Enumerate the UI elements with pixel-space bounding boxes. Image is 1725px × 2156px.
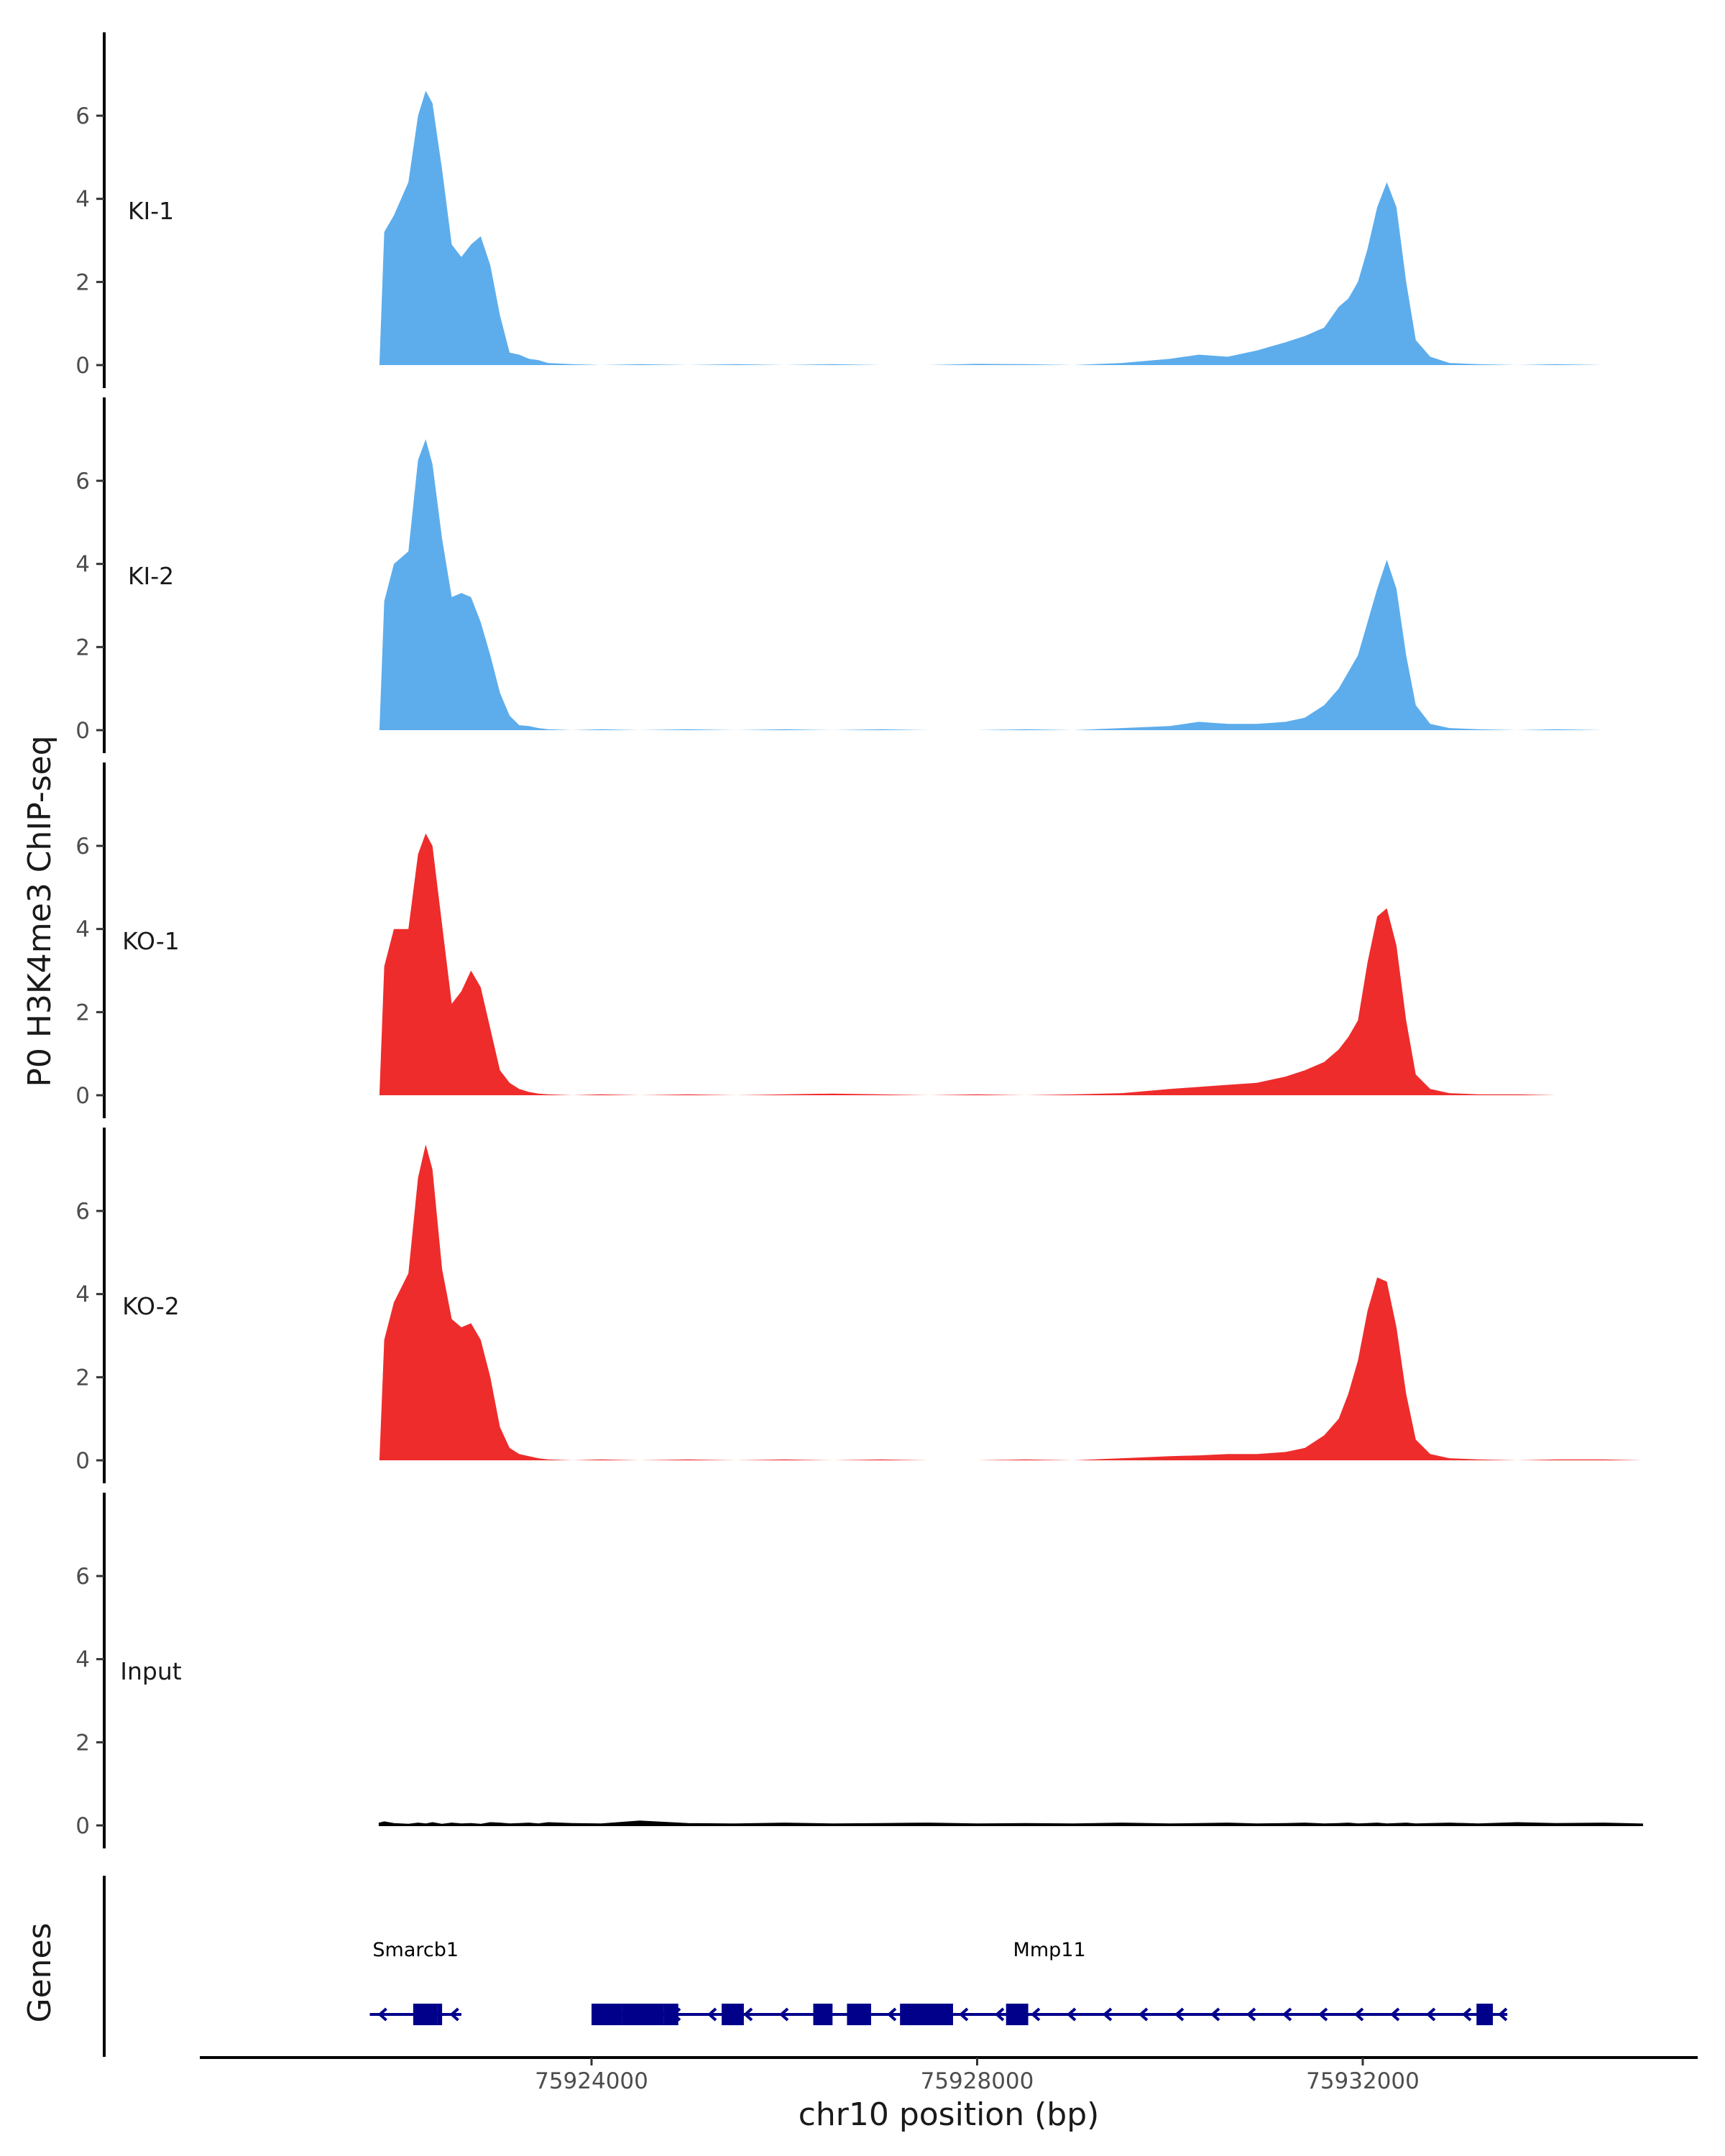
track-ko-2: 0 2 4 6 KO-2 [75, 1128, 1642, 1483]
x-tick-label: 75932000 [1306, 2068, 1420, 2094]
strand-arrow [707, 2007, 717, 2022]
x-tick-label: 75928000 [921, 2068, 1034, 2094]
track-label: Input [120, 1657, 182, 1685]
track-label: KI-2 [128, 562, 174, 590]
x-axis: 75924000 75928000 75932000 [200, 2056, 1698, 2094]
y-tick-label: 2 [75, 1365, 90, 1391]
strand-arrow [1425, 2007, 1436, 2022]
y-tick-label: 4 [75, 917, 90, 943]
strand-arrow [1066, 2007, 1077, 2022]
strand-arrow [742, 2007, 753, 2022]
signal-area-ki-1 [379, 91, 1642, 366]
strand-arrow [1317, 2007, 1328, 2022]
y-tick-label: 0 [75, 1813, 90, 1839]
y-tick-label: 0 [75, 353, 90, 379]
y-tick-label: 0 [75, 1448, 90, 1474]
strand-arrow [1102, 2007, 1113, 2022]
y-tick-label: 4 [75, 552, 90, 578]
track-label: KO-1 [122, 927, 180, 955]
exon [1006, 2004, 1029, 2025]
gene-label: Smarcb1 [372, 1939, 459, 1961]
y-tick-label: 4 [75, 1647, 90, 1673]
exon [622, 2004, 664, 2025]
exon [847, 2004, 871, 2025]
exon [900, 2004, 953, 2025]
exon [592, 2004, 622, 2025]
strand-arrow [1030, 2007, 1041, 2022]
strand-arrow [1461, 2007, 1472, 2022]
strand-arrow [1282, 2007, 1292, 2022]
strand-arrow [1174, 2007, 1184, 2022]
y-tick-label: 6 [75, 103, 90, 129]
strand-arrow [449, 2007, 459, 2022]
x-tick-label: 75924000 [535, 2068, 648, 2094]
y-tick-label: 6 [75, 469, 90, 494]
exon [437, 2004, 443, 2025]
signal-area-input [378, 1820, 1643, 1826]
y-tick-label: 4 [75, 187, 90, 213]
y-tick-label: 6 [75, 834, 90, 860]
strand-arrow [886, 2007, 897, 2022]
track-label: KI-1 [128, 197, 174, 225]
gene-label: Mmp11 [1013, 1939, 1086, 1961]
strand-arrow [1138, 2007, 1149, 2022]
signal-area-ko-2 [379, 1144, 1642, 1460]
track-label: KO-2 [122, 1292, 180, 1320]
strand-arrow [1497, 2007, 1508, 2022]
y-tick-label: 2 [75, 1730, 90, 1756]
strand-arrow [958, 2007, 969, 2022]
track-ko-1: 0 2 4 6 KO-1 [75, 763, 1642, 1118]
y-tick-label: 2 [75, 270, 90, 295]
genes-panel: Smarcb1 Mmp11 [103, 1876, 1508, 2057]
gene-smarcb1: Smarcb1 [369, 1939, 461, 2025]
y-tick-label: 4 [75, 1282, 90, 1308]
y-tick-label: 2 [75, 635, 90, 660]
strand-arrow [377, 2007, 387, 2022]
y-tick-label: 6 [75, 1564, 90, 1590]
strand-arrow [1353, 2007, 1364, 2022]
exon [813, 2004, 833, 2025]
track-ki-1: 0 2 4 6 KI-1 [75, 32, 1642, 388]
track-input: 0 2 4 6 Input [75, 1493, 1643, 1848]
genes-axis-title: Genes [22, 1922, 58, 2022]
y-tick-label: 0 [75, 718, 90, 744]
track-ki-2: 0 2 4 6 KI-2 [75, 397, 1642, 753]
exon [1476, 2004, 1494, 2025]
y-tick-label: 6 [75, 1199, 90, 1225]
x-axis-title: chr10 position (bp) [799, 2096, 1100, 2133]
y-axis-title: P0 H3K4me3 ChIP-seq [22, 735, 58, 1087]
signal-tracks: 0 2 4 6 KI-1 0 2 4 6 KI-2 0 2 4 6 KO-1 0 2 4 6 KO-2 0 2 4 6 Inpu… [75, 32, 1643, 1848]
signal-area-ko-1 [379, 833, 1642, 1095]
strand-arrow [994, 2007, 1005, 2022]
strand-arrow [778, 2007, 789, 2022]
exon [722, 2004, 744, 2025]
signal-area-ki-2 [379, 439, 1642, 730]
strand-arrow [1210, 2007, 1220, 2022]
gene-mmp11: Mmp11 [592, 1939, 1508, 2025]
y-tick-label: 0 [75, 1083, 90, 1109]
strand-arrow [1389, 2007, 1400, 2022]
exon [663, 2004, 678, 2025]
exon [413, 2004, 438, 2025]
y-tick-label: 2 [75, 1000, 90, 1026]
strand-arrow [1246, 2007, 1256, 2022]
